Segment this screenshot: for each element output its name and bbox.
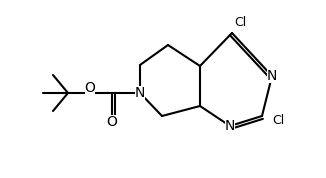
Text: N: N	[267, 69, 277, 83]
Text: Cl: Cl	[272, 114, 284, 127]
Text: N: N	[135, 86, 145, 100]
Text: O: O	[107, 115, 117, 129]
Text: N: N	[225, 119, 235, 133]
Text: O: O	[84, 81, 96, 95]
Text: Cl: Cl	[234, 17, 246, 30]
